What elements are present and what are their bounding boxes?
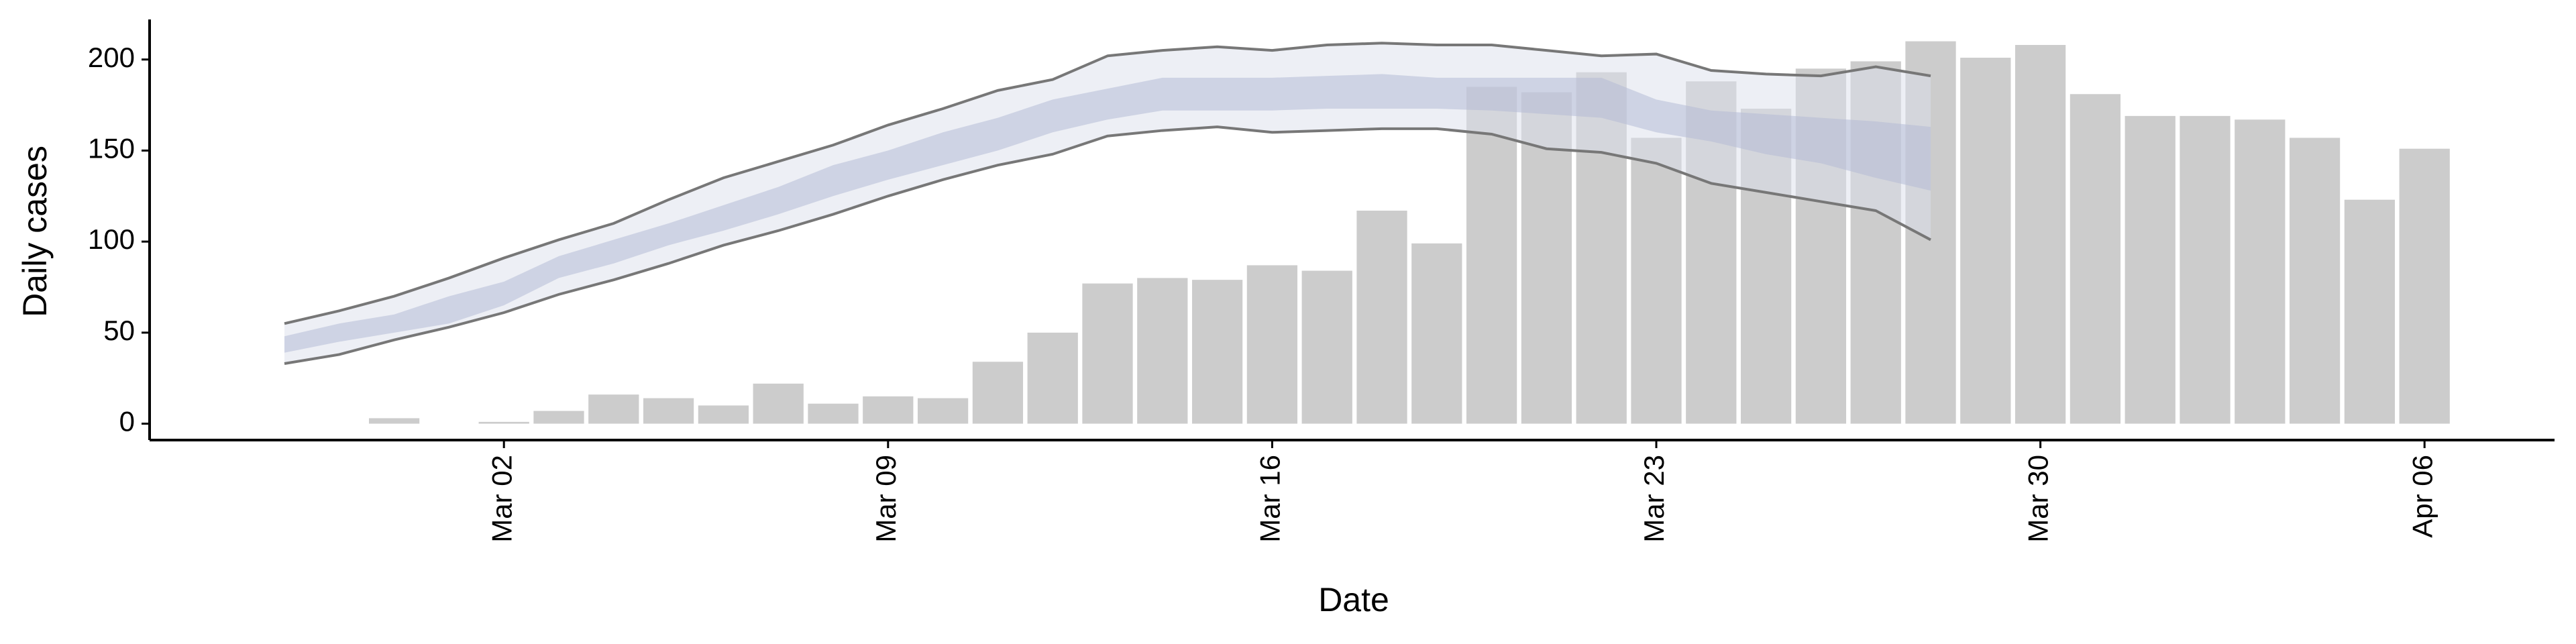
bar	[863, 396, 914, 424]
bar	[2235, 119, 2286, 424]
y-tick-label: 150	[88, 133, 135, 164]
bar	[1356, 211, 1407, 424]
bar	[2399, 148, 2450, 424]
bar	[972, 362, 1024, 424]
x-tick-label: Mar 30	[2023, 455, 2054, 543]
bar	[2015, 45, 2066, 424]
bar	[1191, 280, 1243, 424]
bar	[533, 411, 584, 424]
y-tick-label: 100	[88, 223, 135, 255]
x-tick-label: Mar 23	[1638, 455, 1670, 543]
bar	[643, 398, 694, 424]
bar	[1137, 278, 1188, 424]
x-axis-label: Date	[1318, 581, 1389, 619]
bar	[917, 398, 969, 424]
bar	[1246, 265, 1298, 424]
bar	[2344, 199, 2396, 424]
ribbon-edge	[284, 125, 1931, 365]
x-tick-label: Apr 06	[2406, 455, 2438, 538]
bar	[1960, 58, 2011, 424]
x-tick-label: Mar 16	[1254, 455, 1285, 543]
y-tick-label: 0	[119, 406, 135, 437]
bar	[2180, 115, 2231, 424]
bar	[1301, 270, 1352, 424]
y-tick-label: 50	[103, 315, 135, 346]
x-tick-label: Mar 09	[870, 455, 902, 543]
bar	[698, 405, 749, 424]
bar	[1466, 87, 1517, 424]
x-tick-label: Mar 02	[486, 455, 517, 543]
bar	[1027, 332, 1078, 424]
bar	[588, 394, 639, 424]
bar	[1411, 243, 1462, 424]
ribbon	[284, 43, 1931, 364]
y-axis-label: Daily cases	[16, 146, 54, 317]
bar	[1082, 283, 1133, 424]
bar	[2289, 138, 2341, 424]
bar	[808, 403, 859, 424]
bar	[2070, 94, 2121, 424]
y-tick-label: 200	[88, 42, 135, 73]
bar	[2125, 115, 2176, 424]
ribbon-edge	[284, 42, 1931, 325]
bar	[478, 421, 529, 424]
bar	[753, 383, 804, 424]
bar	[368, 418, 420, 424]
bar	[1631, 138, 1682, 424]
